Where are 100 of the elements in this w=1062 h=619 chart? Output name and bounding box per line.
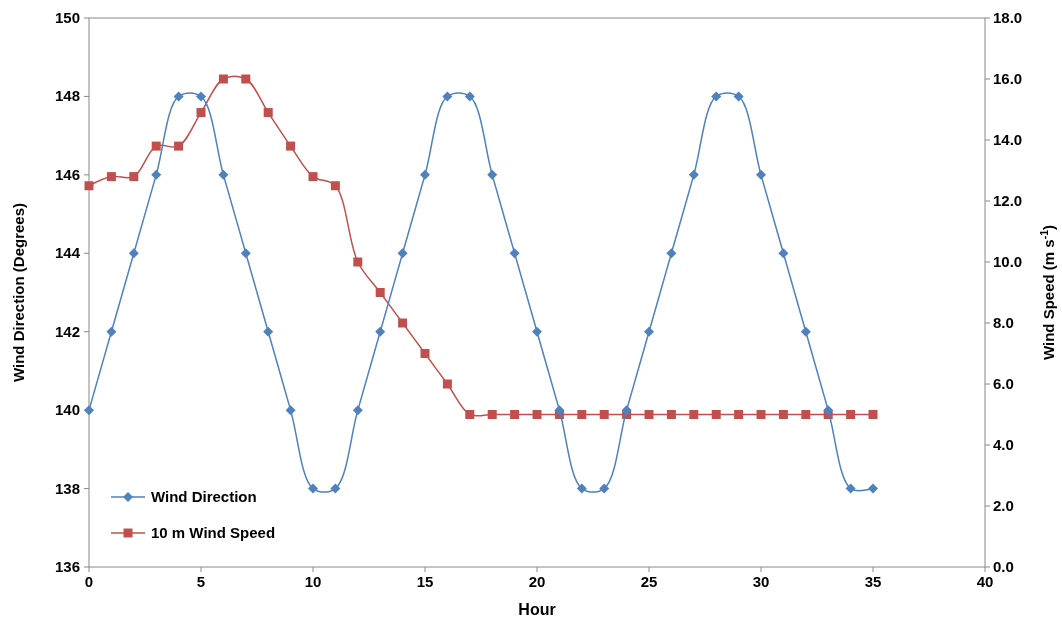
point bbox=[689, 410, 699, 419]
y-tick-label: 142 bbox=[54, 322, 80, 340]
point bbox=[532, 326, 542, 337]
x-tick-label: 15 bbox=[416, 573, 434, 590]
y2-tick-label: 18.0 bbox=[993, 9, 1023, 26]
y-tick-label: 136 bbox=[54, 558, 80, 575]
y-tick-label: 144 bbox=[54, 244, 81, 262]
y2-tick-label: 12.0 bbox=[993, 192, 1023, 209]
x-tick-label: 20 bbox=[528, 573, 546, 590]
point bbox=[218, 74, 228, 84]
point bbox=[487, 410, 497, 419]
y2-tick-label: 0.0 bbox=[993, 558, 1014, 575]
point bbox=[644, 410, 654, 419]
point bbox=[577, 410, 587, 419]
point bbox=[532, 410, 542, 419]
point bbox=[151, 141, 161, 151]
point bbox=[711, 410, 721, 419]
point bbox=[599, 483, 610, 494]
y2-tick-label: 10.0 bbox=[993, 253, 1023, 270]
point bbox=[621, 405, 632, 416]
point bbox=[352, 405, 363, 416]
point bbox=[666, 248, 677, 259]
point bbox=[353, 257, 363, 267]
point bbox=[801, 410, 811, 419]
x-tick-label: 5 bbox=[196, 573, 206, 590]
point bbox=[398, 318, 408, 328]
point bbox=[241, 74, 251, 84]
point bbox=[733, 91, 744, 102]
point bbox=[554, 405, 565, 416]
y-tick-label: 148 bbox=[54, 87, 80, 105]
point bbox=[442, 91, 453, 102]
x-tick-label: 35 bbox=[864, 573, 882, 590]
point bbox=[330, 483, 341, 494]
point bbox=[868, 483, 878, 494]
point bbox=[823, 405, 834, 416]
y-axis-title: Wind Direction (Degrees) bbox=[10, 202, 27, 383]
point bbox=[128, 248, 139, 259]
y2-tick-label: 6.0 bbox=[993, 375, 1014, 392]
point bbox=[263, 108, 273, 118]
y2-tick-label: 2.0 bbox=[993, 497, 1014, 514]
point bbox=[688, 169, 699, 180]
y-tick-label: 150 bbox=[54, 9, 80, 26]
point bbox=[576, 483, 587, 494]
point bbox=[174, 141, 184, 151]
point bbox=[868, 410, 878, 419]
y-tick-label: 146 bbox=[54, 165, 80, 183]
point bbox=[263, 326, 274, 337]
point bbox=[465, 410, 475, 419]
point bbox=[666, 410, 676, 419]
legend-label: 10 m Wind Speed bbox=[151, 524, 276, 541]
point bbox=[129, 172, 139, 182]
x-tick-label: 40 bbox=[976, 573, 994, 590]
x-tick-label: 30 bbox=[752, 573, 770, 590]
point bbox=[734, 410, 744, 419]
point bbox=[420, 349, 430, 358]
legend-label: Wind Direction bbox=[151, 488, 257, 505]
point bbox=[308, 172, 318, 182]
point bbox=[240, 248, 251, 259]
x-tick-label: 25 bbox=[640, 573, 658, 590]
point bbox=[397, 248, 408, 259]
point bbox=[286, 141, 296, 151]
point bbox=[778, 410, 788, 419]
point bbox=[151, 169, 162, 180]
point bbox=[375, 326, 386, 337]
point bbox=[442, 379, 452, 389]
y2-tick-label: 14.0 bbox=[993, 131, 1023, 148]
x-tick-label: 0 bbox=[84, 573, 94, 590]
point bbox=[644, 326, 654, 337]
point bbox=[196, 108, 206, 118]
point bbox=[778, 248, 789, 259]
point bbox=[756, 169, 766, 180]
y-tick-label: 140 bbox=[54, 401, 80, 419]
point bbox=[106, 326, 117, 337]
point bbox=[420, 169, 430, 180]
point bbox=[599, 410, 609, 419]
y2-tick-label: 16.0 bbox=[993, 70, 1023, 87]
x-axis-title: Hour bbox=[518, 601, 556, 618]
point bbox=[711, 91, 722, 102]
point bbox=[756, 410, 766, 419]
point bbox=[106, 172, 116, 182]
point bbox=[285, 405, 296, 416]
y2-tick-label: 4.0 bbox=[993, 436, 1014, 453]
point bbox=[196, 91, 206, 102]
point bbox=[509, 248, 520, 259]
x-tick-label: 10 bbox=[304, 573, 322, 590]
point bbox=[375, 288, 385, 297]
point bbox=[330, 181, 340, 191]
point bbox=[308, 483, 318, 494]
point bbox=[84, 181, 94, 191]
point bbox=[218, 169, 229, 180]
point bbox=[84, 405, 94, 416]
y2-tick-label: 8.0 bbox=[993, 314, 1014, 331]
point bbox=[487, 169, 498, 180]
point bbox=[846, 410, 856, 419]
point bbox=[510, 410, 520, 419]
point bbox=[800, 326, 811, 337]
y-tick-label: 138 bbox=[54, 479, 80, 497]
point bbox=[845, 483, 856, 494]
point bbox=[173, 91, 184, 102]
point bbox=[464, 91, 475, 102]
